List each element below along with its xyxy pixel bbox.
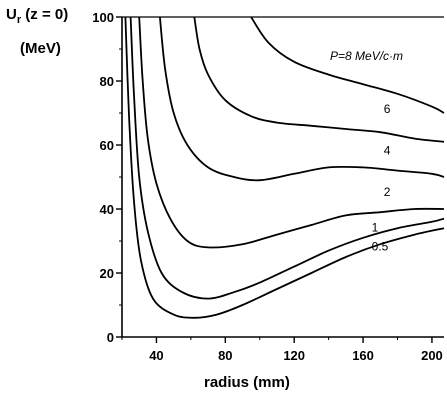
y-axis-title: Ur (z = 0) xyxy=(6,6,68,26)
series-curve-0.5 xyxy=(124,16,445,319)
x-tick-label: 40 xyxy=(149,348,163,363)
y-tick-label: 100 xyxy=(92,10,114,25)
y-tick-label: 0 xyxy=(107,330,114,345)
series-curve-8 xyxy=(250,16,445,114)
y-tick-label: 80 xyxy=(100,74,114,89)
curve-label-2: 2 xyxy=(384,185,391,199)
chart-curve-labels: 6 4 2 1 0.5 xyxy=(372,102,391,254)
series-curve-6 xyxy=(193,16,445,143)
chart-series xyxy=(124,16,445,319)
x-tick-label: 200 xyxy=(421,348,443,363)
curve-label-4: 4 xyxy=(384,144,391,158)
curve-label-0.5: 0.5 xyxy=(372,240,389,254)
curve-label-6: 6 xyxy=(384,102,391,116)
y-tick-label: 20 xyxy=(100,266,114,281)
x-tick-label: 80 xyxy=(218,348,232,363)
y-axis-condition: (z = 0) xyxy=(21,6,69,23)
y-tick-label: 40 xyxy=(100,202,114,217)
y-axis-subscript: r xyxy=(16,14,22,26)
chart-ticks: 0 20 40 60 80 100 40 80 120 160 200 xyxy=(92,10,443,363)
x-axis-title: radius (mm) xyxy=(204,374,290,391)
x-tick-label: 120 xyxy=(283,348,305,363)
curve-label-1: 1 xyxy=(372,220,379,234)
series-curve-2 xyxy=(138,16,445,249)
momentum-annotation: P=8 MeV/c·m xyxy=(330,49,403,63)
series-curve-1 xyxy=(129,16,445,300)
series-curve-4 xyxy=(159,16,445,182)
x-tick-label: 160 xyxy=(352,348,374,363)
y-axis-symbol: U xyxy=(6,6,17,23)
y-axis-unit: (MeV) xyxy=(20,40,61,57)
y-tick-label: 60 xyxy=(100,138,114,153)
